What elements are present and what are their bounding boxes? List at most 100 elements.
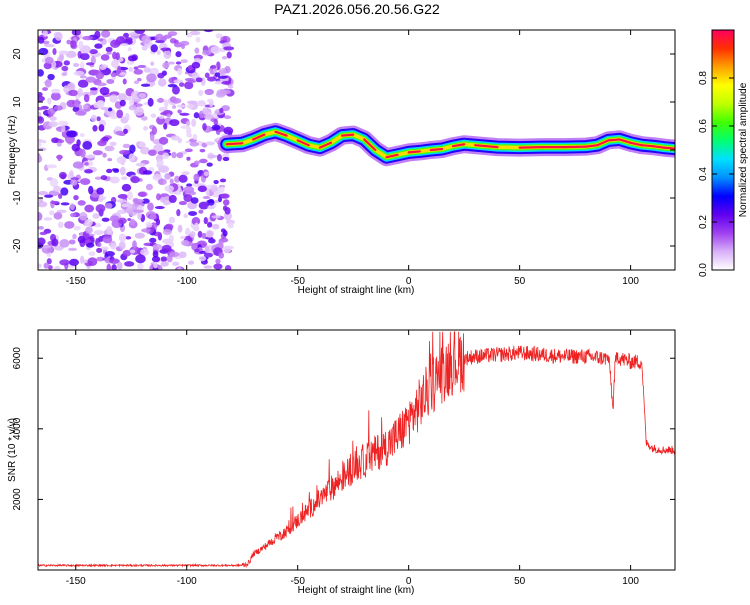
noise-speckle	[90, 87, 98, 90]
noise-speckle	[197, 102, 206, 107]
noise-speckle	[80, 133, 85, 137]
noise-speckle	[194, 112, 200, 118]
noise-speckle	[135, 254, 146, 263]
noise-speckle	[99, 65, 106, 70]
noise-speckle	[54, 266, 60, 273]
noise-speckle	[196, 37, 201, 43]
spectrogram-x-tick-label: -150	[66, 276, 86, 287]
noise-speckle	[176, 61, 181, 64]
noise-speckle	[181, 43, 185, 49]
noise-speckle	[59, 239, 69, 248]
noise-speckle	[86, 62, 94, 65]
noise-speckle	[132, 240, 137, 249]
noise-speckle	[176, 209, 180, 216]
noise-speckle	[163, 201, 169, 205]
noise-speckle	[50, 178, 59, 187]
snr-y-tick-label: 2000	[12, 488, 23, 511]
noise-speckle	[106, 226, 112, 235]
noise-speckle	[116, 131, 124, 136]
noise-speckle	[181, 240, 189, 246]
noise-speckle	[138, 192, 147, 197]
noise-speckle	[120, 167, 126, 176]
noise-speckle	[101, 137, 109, 141]
noise-speckle	[194, 160, 200, 165]
noise-speckle	[157, 159, 164, 166]
noise-speckle	[70, 179, 77, 185]
snr-y-tick-label: 6000	[12, 347, 23, 370]
noise-speckle	[187, 104, 194, 108]
noise-speckle	[117, 262, 123, 270]
noise-speckle	[49, 210, 54, 215]
noise-speckle	[87, 257, 97, 266]
noise-speckle	[129, 105, 137, 110]
noise-speckle	[74, 226, 81, 231]
colorbar-gradient	[712, 30, 734, 270]
noise-speckle	[188, 261, 194, 265]
noise-speckle	[147, 203, 154, 211]
noise-speckle	[121, 203, 129, 207]
noise-speckle	[69, 259, 79, 266]
noise-speckle	[137, 263, 144, 270]
noise-speckle	[153, 244, 162, 250]
noise-speckle	[124, 261, 134, 266]
noise-speckle	[72, 144, 80, 152]
noise-speckle	[44, 195, 53, 198]
noise-speckle	[180, 59, 187, 63]
noise-speckle	[204, 114, 213, 120]
noise-speckle	[112, 52, 117, 60]
noise-speckle	[101, 54, 110, 61]
noise-speckle	[78, 41, 83, 50]
noise-speckle	[202, 50, 211, 56]
noise-speckle	[196, 77, 203, 82]
noise-speckle	[59, 51, 69, 55]
noise-speckle	[61, 72, 67, 76]
noise-speckle	[82, 141, 92, 150]
noise-speckle	[177, 68, 182, 76]
noise-speckle	[38, 226, 44, 230]
noise-speckle	[219, 108, 223, 113]
spectrogram-y-label: Frequency (Hz)	[7, 116, 18, 185]
noise-speckle	[74, 71, 85, 76]
noise-speckle	[123, 79, 127, 85]
noise-speckle	[105, 251, 115, 257]
noise-speckle	[183, 214, 188, 218]
noise-speckle	[85, 155, 96, 159]
noise-speckle	[120, 100, 126, 107]
noise-speckle	[72, 234, 77, 239]
noise-speckle	[148, 98, 154, 107]
noise-speckle	[68, 90, 78, 96]
noise-speckle	[208, 155, 218, 158]
noise-speckle	[207, 222, 212, 228]
noise-speckle	[52, 48, 56, 55]
noise-speckle	[106, 169, 112, 173]
noise-speckle	[119, 241, 126, 249]
noise-speckle	[47, 108, 55, 115]
spectrogram-y-tick-label: 10	[12, 96, 23, 108]
noise-speckle	[120, 43, 129, 46]
colorbar-tick-label: 0.6	[698, 119, 709, 133]
noise-speckle	[57, 155, 61, 162]
noise-speckle	[133, 198, 139, 203]
noise-speckle	[69, 239, 76, 244]
noise-speckle	[35, 212, 43, 221]
noise-speckle	[59, 259, 69, 265]
noise-speckle	[207, 231, 213, 238]
ridge-core-segment	[431, 149, 442, 150]
noise-speckle	[128, 55, 137, 61]
colorbar-tick-label: 0.8	[698, 71, 709, 85]
noise-speckle	[169, 252, 179, 257]
noise-speckle	[137, 78, 142, 82]
noise-speckle	[204, 217, 208, 224]
noise-speckle	[80, 149, 86, 158]
noise-speckle	[152, 126, 157, 135]
noise-speckle	[178, 225, 183, 233]
noise-speckle	[93, 150, 103, 155]
noise-speckle	[36, 112, 42, 117]
noise-speckle	[102, 218, 110, 222]
noise-speckle	[36, 263, 42, 268]
noise-speckle	[227, 222, 233, 229]
noise-speckle	[44, 263, 49, 269]
noise-speckle	[128, 67, 133, 72]
noise-speckle	[186, 133, 192, 138]
noise-speckle	[122, 184, 131, 192]
